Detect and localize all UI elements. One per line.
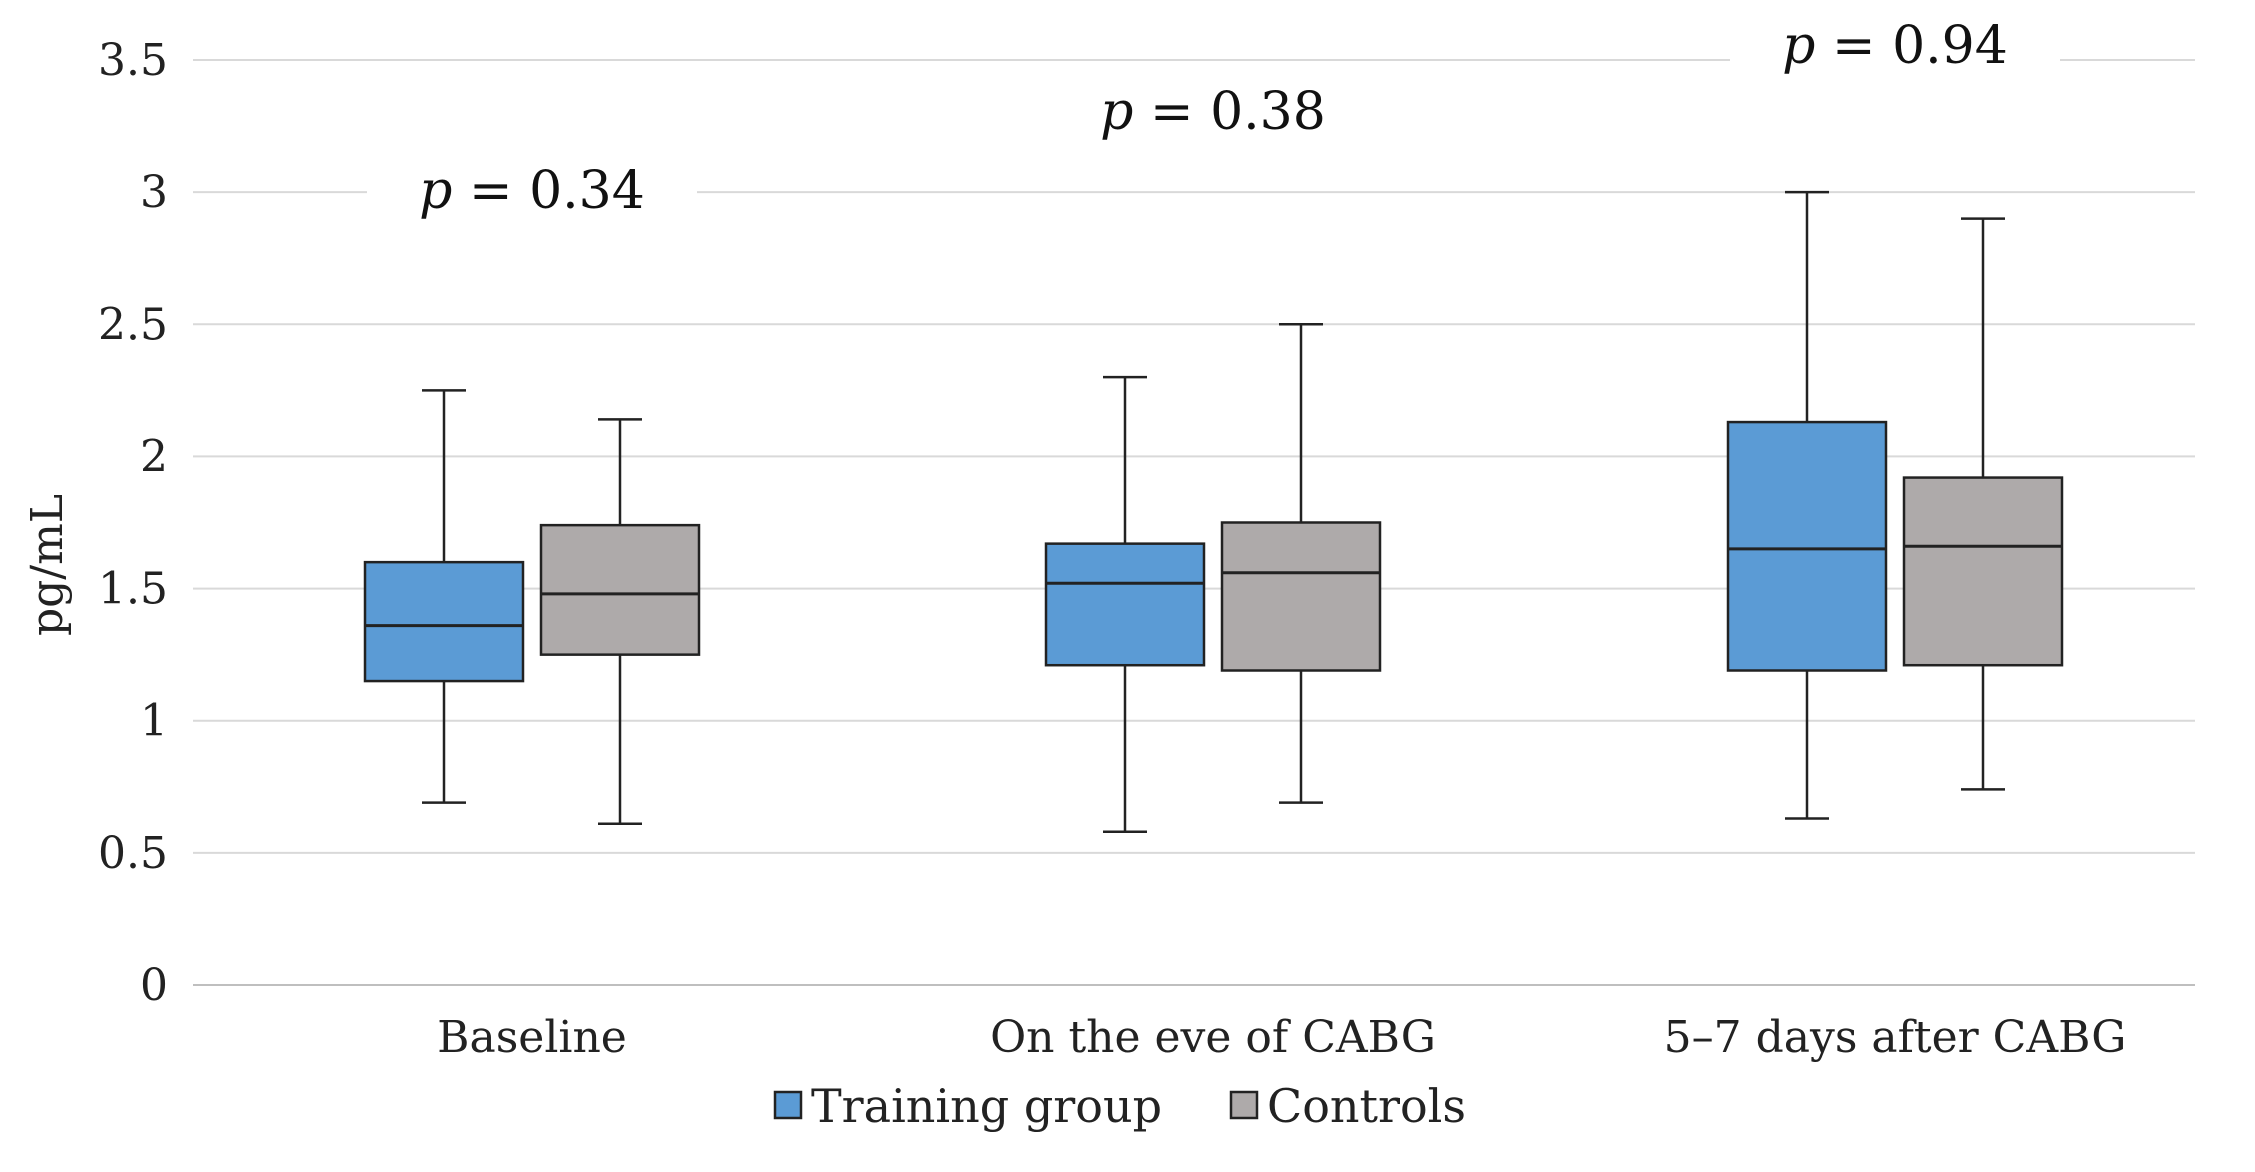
box-group-training	[1044, 375, 1206, 833]
legend-swatch	[1229, 1090, 1259, 1120]
box-layer	[363, 190, 2064, 833]
iqr-box	[1220, 521, 1382, 672]
box-group-training	[1726, 190, 1888, 820]
iqr-box	[1902, 476, 2064, 667]
legend-label: Training group	[811, 1079, 1162, 1133]
p-value-annotations: p = 0.34 p = 0.38 p = 0.94	[367, 0, 2060, 221]
x-category-labels: Baseline On the eve of CABG 5–7 days after…	[437, 1012, 2126, 1063]
x-category-label: Baseline	[437, 1012, 627, 1063]
p-value-label: p = 0.38	[1100, 82, 1326, 142]
legend: Training group Controls	[773, 1079, 1466, 1133]
y-tick-labels: 0 0.5 1 1.5 2 2.5 3 3.5	[98, 35, 168, 1011]
iqr-box	[363, 560, 525, 683]
iqr-box	[1726, 420, 1888, 672]
x-category-label: 5–7 days after CABG	[1664, 1012, 2127, 1063]
legend-swatch	[773, 1090, 803, 1120]
box-group-controls	[1220, 323, 1382, 804]
y-tick-label: 2.5	[98, 299, 168, 350]
y-tick-label: 0.5	[98, 828, 168, 879]
p-value-label: p = 0.34	[419, 161, 645, 221]
p-value-background	[1048, 62, 1378, 133]
p-value-label: p = 0.94	[1782, 16, 2008, 76]
box-group-controls	[1902, 217, 2064, 791]
y-tick-label: 0	[140, 960, 168, 1011]
y-tick-label: 1	[140, 696, 168, 747]
y-tick-label: 2	[140, 431, 168, 482]
y-tick-label: 1.5	[98, 564, 168, 615]
box-group-training	[363, 389, 525, 804]
y-tick-label: 3	[140, 167, 168, 218]
iqr-box	[539, 523, 701, 656]
y-tick-label: 3.5	[98, 35, 168, 86]
iqr-box	[1044, 542, 1206, 667]
legend-label: Controls	[1267, 1079, 1466, 1133]
box-group-controls	[539, 418, 701, 826]
x-category-label: On the eve of CABG	[990, 1012, 1436, 1063]
y-axis-label: pg/mL	[22, 494, 73, 636]
p-value-background	[367, 142, 697, 213]
p-value-background	[1730, 0, 2060, 67]
